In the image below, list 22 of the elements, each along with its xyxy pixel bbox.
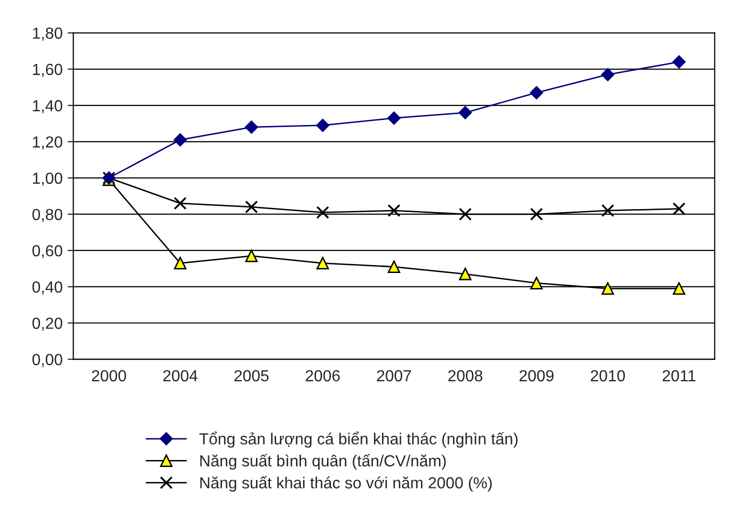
x-tick-label: 2007: [377, 370, 411, 382]
y-tick-label: 0,00: [32, 354, 62, 368]
x-tick-label: 2004: [163, 370, 198, 382]
legend-label: Năng suất khai thác so với năm 2000 (%): [200, 476, 492, 492]
y-tick-label: 0,60: [32, 245, 62, 258]
legend-label: Tổng sản lượng cá biển khai thác (nghìn tấn): [199, 431, 518, 448]
x-tick-label: 2008: [448, 370, 482, 382]
x-tick-label: 2011: [662, 370, 696, 382]
x-tick-label: 2006: [306, 370, 340, 382]
y-tick-label: 1,80: [33, 28, 62, 41]
y-tick-label: 0,40: [32, 281, 62, 295]
y-tick-label: 1,20: [33, 136, 62, 150]
y-tick-label: 1,40: [33, 100, 62, 114]
y-tick-label: 0,80: [32, 208, 62, 222]
y-tick-label: 0,20: [32, 318, 62, 331]
legend-label: Năng suất bình quân (tấn/CV/năm): [200, 454, 446, 470]
y-tick-label: 1,60: [33, 64, 62, 77]
x-tick-label: 2010: [590, 370, 625, 382]
x-tick-label: 2000: [92, 370, 126, 382]
x-tick-label: 2009: [520, 370, 554, 382]
x-tick-label: 2005: [234, 370, 269, 382]
y-tick-label: 1,00: [33, 172, 62, 186]
